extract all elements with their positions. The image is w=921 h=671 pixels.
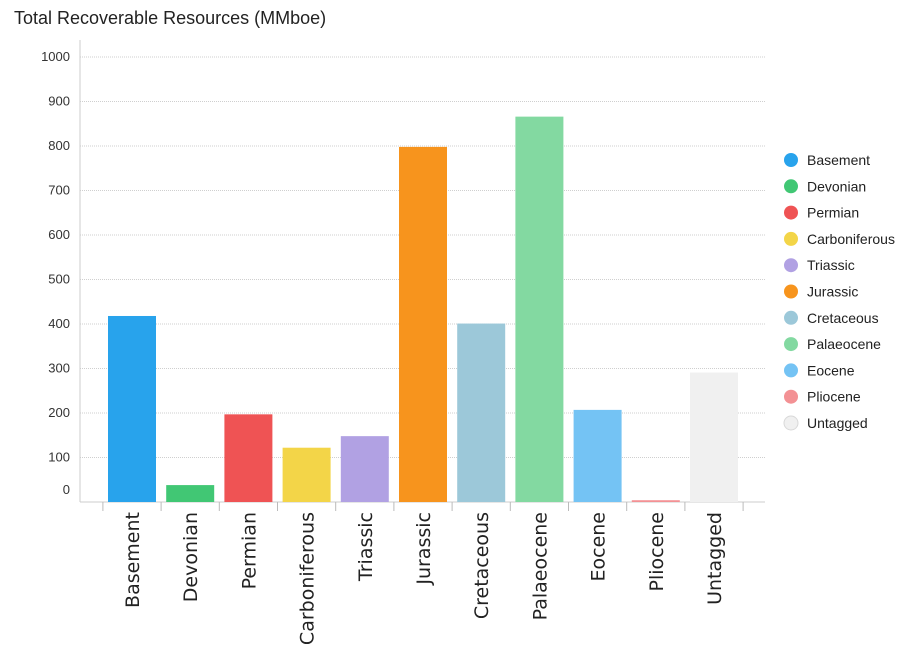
legend-item-carboniferous[interactable]: Carboniferous [784,231,895,247]
bar-triassic[interactable] [340,436,389,502]
y-tick-label: 600 [48,227,70,242]
legend-item-jurassic[interactable]: Jurassic [784,284,858,300]
legend-swatch [784,153,798,167]
legend-item-eocene[interactable]: Eocene [784,362,855,378]
legend-swatch [783,415,799,431]
legend-item-triassic[interactable]: Triassic [784,257,855,273]
x-tick-label: Palaeocene [529,512,551,620]
legend-item-cretaceous[interactable]: Cretaceous [784,310,879,326]
legend-label: Eocene [807,362,855,378]
x-tick-label: Jurassic [413,512,435,586]
legend: Basement Devonian Permian Carboniferous Tria… [783,152,895,431]
legend-swatch [784,284,798,299]
legend-swatch [784,205,798,220]
x-tick-label: Permian [238,512,260,589]
x-tick-label: Cretaceous [471,512,493,619]
bar-carboniferous[interactable] [282,447,331,502]
x-tick-label: Triassic [355,512,377,582]
legend-swatch [784,337,798,352]
legend-swatch [784,179,798,194]
legend-swatch [784,258,798,273]
legend-label: Palaeocene [807,336,881,352]
legend-item-untagged[interactable]: Untagged [783,415,868,431]
y-tick-label: 100 [48,450,70,465]
bar-cretaceous[interactable] [457,323,506,502]
legend-swatch [784,231,798,246]
legend-label: Devonian [807,178,866,194]
bar-untagged[interactable] [690,372,738,502]
bar-pliocene[interactable] [631,500,680,502]
legend-swatch [784,310,798,325]
legend-item-pliocene[interactable]: Pliocene [784,389,861,405]
legend-label: Cretaceous [807,310,879,326]
legend-swatch [784,389,798,404]
x-tick-label: Pliocene [646,512,668,592]
legend-label: Pliocene [807,389,861,405]
y-tick-label: 900 [48,94,70,109]
legend-item-devonian[interactable]: Devonian [784,178,866,194]
legend-label: Untagged [807,415,868,431]
x-axis-ticks: Basement Devonian Permian Carboniferous Tria… [122,512,726,645]
x-tick-label: Devonian [180,512,202,602]
legend-swatch [784,363,798,378]
bar-palaeocene[interactable] [515,116,564,502]
chart-title: Total Recoverable Resources (MMboe) [14,8,327,28]
y-tick-label: 300 [48,361,70,376]
x-tick-label: Basement [122,512,144,608]
y-tick-label: 1000 [41,49,70,64]
y-axis-ticks: 0 100 200 300 400 500 600 700 800 900 1000 [41,49,70,497]
y-tick-label: 700 [48,183,70,198]
y-tick-label: 800 [48,138,70,153]
legend-label: Jurassic [807,284,858,300]
x-tick-label: Untagged [704,512,726,605]
y-tick-label: 0 [63,482,70,497]
x-tick-label: Eocene [588,512,610,582]
legend-label: Permian [807,205,859,221]
y-tick-label: 400 [48,316,70,331]
bar-eocene[interactable] [573,409,622,502]
bars [108,116,738,502]
legend-item-palaeocene[interactable]: Palaeocene [784,336,881,352]
bar-jurassic[interactable] [399,146,447,502]
y-tick-label: 200 [48,405,70,420]
y-tick-label: 500 [48,272,70,287]
legend-label: Basement [807,152,870,168]
x-tick-label: Carboniferous [297,512,319,645]
bar-basement[interactable] [108,315,156,502]
bar-devonian[interactable] [166,485,215,502]
legend-item-basement[interactable]: Basement [784,152,870,168]
legend-label: Triassic [807,257,855,273]
legend-label: Carboniferous [807,231,895,247]
legend-item-permian[interactable]: Permian [784,205,859,221]
bar-permian[interactable] [224,414,273,502]
